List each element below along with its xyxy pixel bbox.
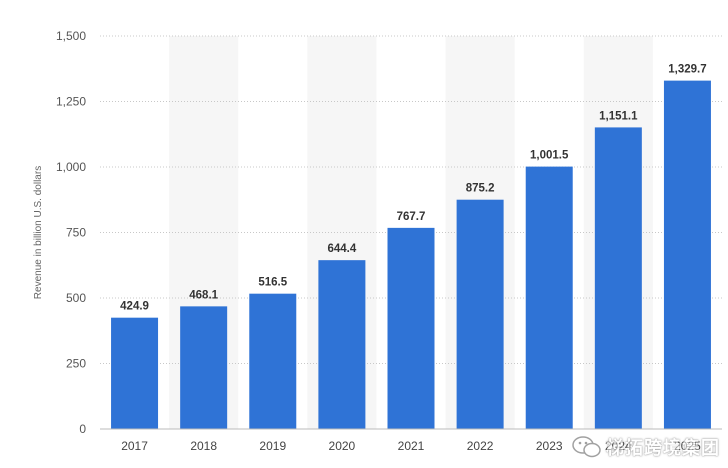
x-tick-label: 2017 xyxy=(121,439,148,453)
x-tick-label: 2022 xyxy=(467,439,494,453)
bar-2023 xyxy=(525,166,573,429)
bar-2024 xyxy=(594,127,642,429)
data-label: 1,001.5 xyxy=(530,150,569,162)
bar-2020 xyxy=(318,260,366,429)
wechat-icon xyxy=(572,436,601,458)
x-tick-label: 2024 xyxy=(605,439,632,453)
data-label: 1,329.7 xyxy=(668,64,706,76)
watermark-text: 梯拓跨境集团 xyxy=(606,438,720,459)
watermark: 梯拓跨境集团 xyxy=(572,434,720,460)
data-label: 644.4 xyxy=(327,243,356,255)
bar-2021 xyxy=(387,227,435,429)
data-label: 516.5 xyxy=(258,277,287,289)
x-tick-label: 2023 xyxy=(536,439,563,453)
x-tick-label: 2018 xyxy=(190,439,217,453)
y-tick-label: 0 xyxy=(79,422,86,436)
y-tick-label: 1,500 xyxy=(56,29,86,43)
y-tick-label: 1,250 xyxy=(56,95,86,109)
x-tick-label: 2019 xyxy=(259,439,286,453)
y-tick-label: 1,000 xyxy=(56,160,86,174)
data-label: 767.7 xyxy=(397,211,426,223)
y-tick-label: 250 xyxy=(66,357,86,371)
x-tick-label: 2021 xyxy=(398,439,425,453)
data-labels: 424.9 468.1 516.5 644.4 767.7 875.2 1,001.5 1,1… xyxy=(120,64,706,313)
data-label: 875.2 xyxy=(466,183,495,195)
data-label: 1,151.1 xyxy=(599,110,638,122)
data-label: 468.1 xyxy=(189,289,218,301)
y-axis-ticks: 0 250 500 750 1,000 1,250 1,500 xyxy=(56,29,86,436)
y-tick-label: 750 xyxy=(66,226,86,240)
y-tick-label: 500 xyxy=(66,291,86,305)
bar-2025 xyxy=(663,80,711,430)
data-label: 424.9 xyxy=(120,301,149,313)
y-axis-title: Revenue in billion U.S. dollars xyxy=(33,166,44,299)
bar-2019 xyxy=(249,293,297,429)
bar-2022 xyxy=(456,199,504,429)
bar-2017 xyxy=(111,317,159,429)
bar-2018 xyxy=(180,306,228,429)
x-tick-label: 2020 xyxy=(329,439,356,453)
x-axis-ticks: 2017 2018 2019 2020 2021 2022 2023 2024 2025 xyxy=(121,439,701,453)
bars xyxy=(111,80,711,430)
x-tick-label: 2025 xyxy=(674,439,701,453)
